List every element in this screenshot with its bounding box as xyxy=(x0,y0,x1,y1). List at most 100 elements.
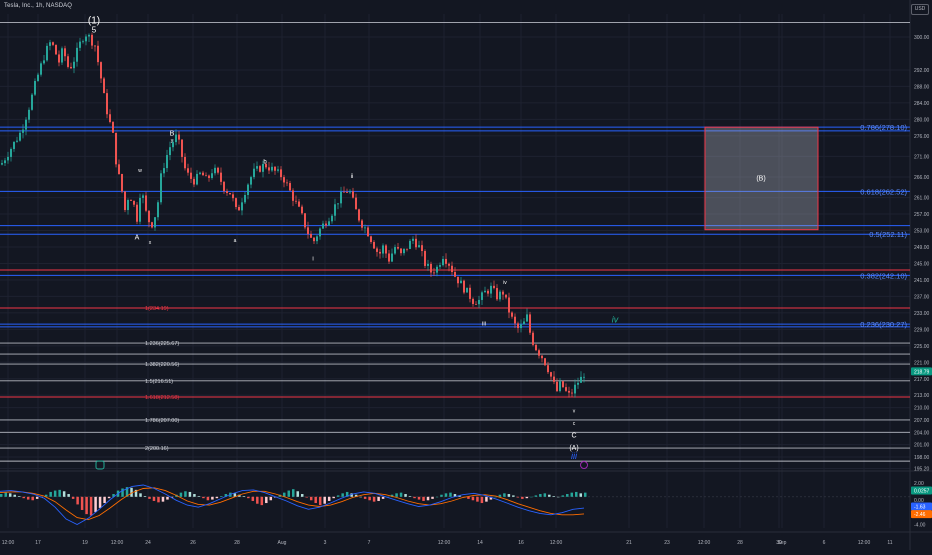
candle-body xyxy=(82,41,84,43)
macd-histogram-bar xyxy=(35,496,39,499)
candle-body xyxy=(502,291,504,295)
candle-body xyxy=(370,236,372,242)
fib-retracement-label: 0.618(262.52) xyxy=(860,187,907,196)
macd-histogram-bar xyxy=(525,496,529,499)
candle-body xyxy=(232,194,234,199)
candle-body xyxy=(400,248,402,254)
elliott-wave-label: (A) xyxy=(569,445,578,452)
macd-value-text: -2.46 xyxy=(914,512,926,518)
candle-body xyxy=(7,156,9,161)
candle-body xyxy=(538,350,540,356)
macd-line xyxy=(0,484,585,526)
candle-body xyxy=(340,191,342,204)
candle-body xyxy=(235,198,237,208)
candle-body xyxy=(148,210,150,223)
candle-body xyxy=(97,45,99,63)
candle-body xyxy=(79,41,81,48)
candle-body xyxy=(460,280,462,284)
candle-body xyxy=(298,201,300,207)
candle-body xyxy=(373,241,375,249)
candle-body xyxy=(439,265,441,267)
macd-value-tag xyxy=(911,510,932,519)
purple-event-marker[interactable] xyxy=(580,461,588,469)
macd-histogram-bar xyxy=(134,489,138,497)
macd-histogram-bar xyxy=(417,496,421,500)
macd-histogram-bar xyxy=(489,496,493,500)
candle-body xyxy=(34,80,36,95)
candle-body xyxy=(574,384,576,394)
macd-histogram-bar xyxy=(22,496,25,499)
candle-body xyxy=(286,182,288,184)
macd-signal-line xyxy=(0,487,585,521)
macd-histogram-bar xyxy=(336,495,340,497)
price-axis-label: 195.20 xyxy=(914,467,930,473)
macd-histogram-bar xyxy=(89,496,93,516)
candle-body xyxy=(430,263,432,273)
fib-extension-label: 1.236(225.67) xyxy=(145,341,179,347)
macd-histogram-bar xyxy=(211,496,214,500)
teal-event-marker[interactable] xyxy=(95,460,105,470)
candle-body xyxy=(313,237,315,242)
macd-histogram-bar xyxy=(399,492,403,497)
time-axis-label: 12:00 xyxy=(438,540,451,546)
macd-histogram-bar xyxy=(377,496,380,501)
macd-histogram-bar xyxy=(170,496,174,498)
elliott-wave-label: w xyxy=(138,168,142,174)
macd-histogram-bar xyxy=(534,495,538,497)
candle-body xyxy=(553,376,555,382)
macd-histogram-bar xyxy=(314,496,317,504)
candle-body xyxy=(352,191,354,198)
candle-body xyxy=(379,251,381,254)
macd-histogram-bar xyxy=(85,496,88,515)
fib-retracement-label: 0.786(278.10) xyxy=(860,123,907,132)
macd-histogram-bar xyxy=(516,496,520,498)
macd-histogram-bar xyxy=(157,496,160,503)
candle-body xyxy=(529,314,531,333)
candle-body xyxy=(244,194,246,203)
price-axis-label: 237.00 xyxy=(914,294,930,300)
candle-body xyxy=(328,221,330,226)
price-axis-label: 253.00 xyxy=(914,229,930,235)
fib-extension-label: 1.5(216.51) xyxy=(145,379,173,385)
macd-histogram-bar xyxy=(242,496,246,497)
candle-body xyxy=(127,200,129,211)
fib-extension-label: 1.786(207.00) xyxy=(145,418,179,424)
candle-body xyxy=(220,172,222,182)
elliott-wave-label: iv xyxy=(612,314,619,324)
macd-histogram-bar xyxy=(202,496,205,499)
candle-body xyxy=(229,192,231,195)
macd-histogram-bar xyxy=(220,496,223,497)
candle-body xyxy=(10,148,12,157)
wave-b-target-box[interactable] xyxy=(704,126,819,231)
candle-body xyxy=(118,164,120,175)
macd-histogram-bar xyxy=(76,496,79,505)
elliott-wave-label: iv xyxy=(503,280,507,286)
candle-body xyxy=(319,228,321,237)
candle-body xyxy=(52,42,54,45)
price-axis-label: 241.00 xyxy=(914,278,930,284)
macd-value-tag xyxy=(911,502,932,511)
candle-body xyxy=(139,197,141,222)
candle-body xyxy=(124,191,126,211)
candle-body xyxy=(325,223,327,226)
macd-histogram-bar xyxy=(404,494,407,497)
macd-histogram-bar xyxy=(543,493,547,497)
macd-histogram-bar xyxy=(431,496,434,499)
candle-body xyxy=(22,129,24,133)
currency-button[interactable]: USD xyxy=(911,4,929,15)
candle-body xyxy=(238,207,240,211)
macd-histogram-bar xyxy=(453,494,457,497)
candle-body xyxy=(208,175,210,179)
candle-body xyxy=(451,265,453,273)
macd-histogram-bar xyxy=(435,496,439,498)
price-axis-label: 292.00 xyxy=(914,68,930,74)
candle-body xyxy=(241,202,243,211)
time-axis-label: 12:00 xyxy=(698,540,711,546)
elliott-wave-label: 5 xyxy=(92,26,97,35)
candle-body xyxy=(19,132,21,141)
price-axis-label: 257.00 xyxy=(914,212,930,218)
macd-histogram-bar xyxy=(440,494,443,497)
price-axis-label: 271.00 xyxy=(914,154,930,160)
